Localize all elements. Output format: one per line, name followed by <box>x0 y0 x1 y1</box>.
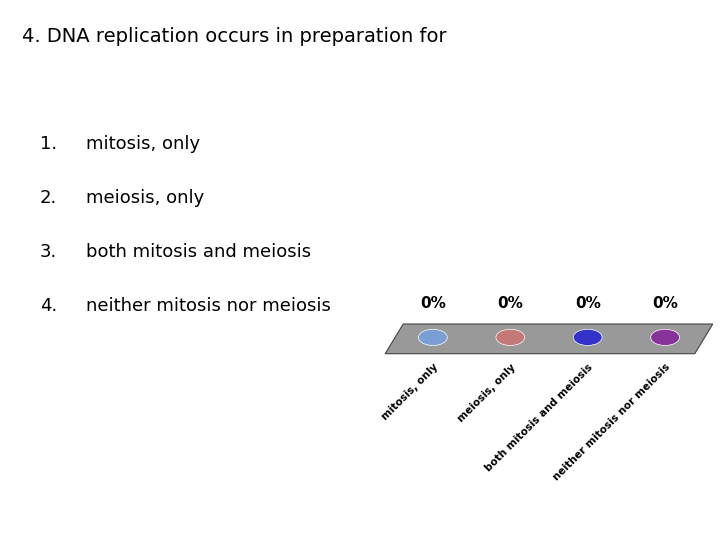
Text: both mitosis and meiosis: both mitosis and meiosis <box>484 362 595 473</box>
Text: 0%: 0% <box>498 295 523 310</box>
Ellipse shape <box>651 329 680 346</box>
Ellipse shape <box>418 329 447 346</box>
Text: 4.: 4. <box>40 297 57 315</box>
Text: 0%: 0% <box>652 295 678 310</box>
Text: mitosis, only: mitosis, only <box>86 135 201 153</box>
Text: 4. DNA replication occurs in preparation for: 4. DNA replication occurs in preparation… <box>22 27 446 46</box>
Text: 0%: 0% <box>575 295 600 310</box>
Ellipse shape <box>573 329 602 346</box>
Text: 3.: 3. <box>40 243 57 261</box>
Text: neither mitosis nor meiosis: neither mitosis nor meiosis <box>552 362 672 483</box>
Text: meiosis, only: meiosis, only <box>456 362 518 423</box>
Text: both mitosis and meiosis: both mitosis and meiosis <box>86 243 312 261</box>
Text: meiosis, only: meiosis, only <box>86 189 204 207</box>
Polygon shape <box>385 324 713 354</box>
Text: 1.: 1. <box>40 135 57 153</box>
Text: 0%: 0% <box>420 295 446 310</box>
Ellipse shape <box>496 329 525 346</box>
Text: mitosis, only: mitosis, only <box>379 362 440 422</box>
Text: 2.: 2. <box>40 189 57 207</box>
Text: neither mitosis nor meiosis: neither mitosis nor meiosis <box>86 297 331 315</box>
